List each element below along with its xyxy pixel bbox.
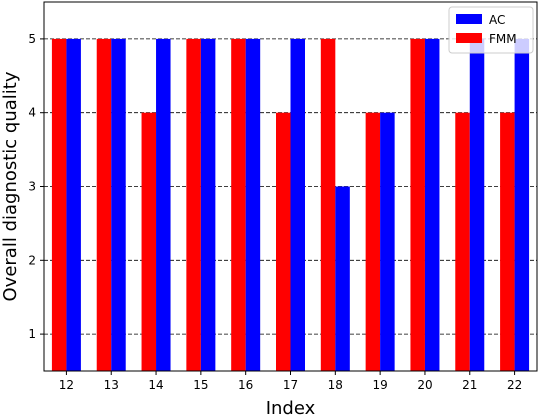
bar-ac-18 bbox=[335, 186, 350, 371]
y-tick-label: 3 bbox=[28, 180, 36, 194]
bar-ac-17 bbox=[290, 38, 305, 372]
bar-fmm-16 bbox=[231, 38, 246, 372]
y-tick-label: 1 bbox=[28, 327, 36, 341]
y-axis-ticks: 1 2 3 4 5 bbox=[28, 32, 44, 341]
bar-ac-22 bbox=[514, 38, 530, 372]
x-axis-label: Index bbox=[266, 398, 316, 419]
bar-fmm-15 bbox=[186, 38, 201, 372]
bars bbox=[51, 38, 530, 372]
bar-fmm-20 bbox=[410, 38, 425, 372]
x-tick-label: 20 bbox=[417, 378, 432, 392]
bar-fmm-18 bbox=[320, 38, 336, 372]
bar-fmm-19 bbox=[365, 112, 381, 371]
bar-fmm-12 bbox=[51, 38, 67, 372]
bar-fmm-22 bbox=[500, 112, 515, 371]
x-tick-label: 21 bbox=[462, 378, 477, 392]
legend: AC FMM bbox=[448, 6, 534, 54]
bar-fmm-14 bbox=[141, 112, 157, 371]
bar-fmm-17 bbox=[276, 112, 291, 371]
bar-ac-12 bbox=[66, 38, 81, 372]
x-tick-label: 15 bbox=[193, 378, 208, 392]
bar-ac-14 bbox=[156, 38, 171, 372]
y-axis-label: Overall diagnostic quality bbox=[0, 71, 21, 301]
x-tick-label: 13 bbox=[104, 378, 119, 392]
bar-ac-19 bbox=[380, 112, 395, 371]
bar-ac-13 bbox=[111, 38, 126, 372]
legend-label-fmm: FMM bbox=[489, 32, 517, 46]
bar-fmm-21 bbox=[455, 112, 470, 371]
legend-swatch-fmm bbox=[456, 33, 482, 43]
bar-fmm-13 bbox=[96, 38, 112, 372]
bar-ac-21 bbox=[469, 38, 485, 372]
bar-ac-20 bbox=[424, 38, 440, 372]
x-tick-label: 14 bbox=[148, 378, 163, 392]
bar-ac-16 bbox=[245, 38, 261, 372]
x-axis-ticks: 12 13 14 15 16 17 18 19 20 21 22 bbox=[59, 371, 522, 392]
legend-swatch-ac bbox=[456, 14, 482, 24]
x-tick-label: 19 bbox=[372, 378, 387, 392]
x-tick-label: 12 bbox=[59, 378, 74, 392]
y-tick-label: 5 bbox=[28, 32, 36, 46]
x-tick-label: 18 bbox=[328, 378, 343, 392]
bar-ac-15 bbox=[200, 38, 216, 372]
x-tick-label: 16 bbox=[238, 378, 253, 392]
x-tick-label: 22 bbox=[507, 378, 522, 392]
legend-label-ac: AC bbox=[489, 13, 505, 27]
y-tick-label: 4 bbox=[28, 106, 36, 120]
y-tick-label: 2 bbox=[28, 253, 36, 267]
x-tick-label: 17 bbox=[283, 378, 298, 392]
